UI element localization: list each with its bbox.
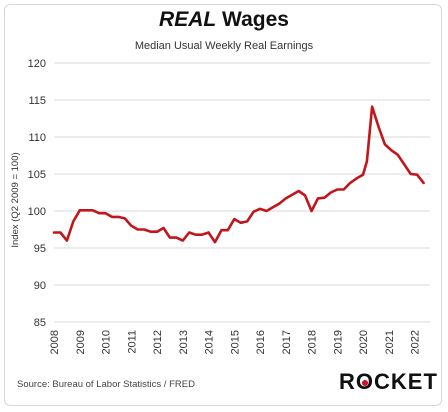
y-tick-label: 115 — [28, 95, 46, 107]
y-tick-label: 100 — [28, 206, 46, 218]
x-tick-label: 2016 — [255, 330, 267, 354]
x-tick-label: 2020 — [358, 330, 370, 354]
logo-o: O — [356, 369, 374, 395]
chart-frame — [4, 4, 442, 406]
source-note: Source: Bureau of Labor Statistics / FRE… — [17, 379, 195, 390]
logo-red-dot — [361, 379, 368, 386]
chart-title: REAL Wages — [0, 8, 448, 32]
logo-text-start: R — [339, 369, 356, 394]
logo-text-end: CKET — [374, 369, 438, 394]
x-tick-label: 2011 — [126, 330, 138, 354]
x-tick-label: 2014 — [204, 330, 216, 354]
y-tick-label: 85 — [34, 317, 46, 329]
x-tick-label: 2019 — [332, 330, 344, 354]
chart-title-emphasis: REAL — [159, 8, 217, 31]
x-tick-label: 2009 — [75, 330, 87, 354]
x-tick-label: 2008 — [49, 330, 61, 354]
y-axis-ticks: 85 90 95 100 105 110 115 120 — [28, 58, 46, 329]
x-tick-label: 2022 — [410, 330, 422, 354]
x-tick-label: 2012 — [152, 330, 164, 354]
chart-title-rest: Wages — [216, 8, 289, 31]
rocket-logo: ROCKET — [339, 369, 438, 395]
y-tick-label: 90 — [34, 280, 46, 292]
y-tick-label: 105 — [28, 169, 46, 181]
x-tick-label: 2013 — [178, 330, 190, 354]
series-group — [52, 105, 425, 244]
y-tick-label: 120 — [28, 58, 46, 70]
x-tick-label: 2015 — [229, 330, 241, 354]
y-tick-label: 110 — [28, 132, 46, 144]
x-tick-label: 2017 — [281, 330, 293, 354]
x-tick-label: 2018 — [307, 330, 319, 354]
chart-subtitle: Median Usual Weekly Real Earnings — [134, 40, 314, 52]
series-line — [52, 105, 425, 244]
x-tick-label: 2021 — [384, 330, 396, 354]
x-tick-label: 2010 — [101, 330, 113, 354]
gridlines — [54, 62, 430, 323]
y-tick-label: 95 — [34, 243, 46, 255]
x-axis-ticks: 2008 2009 2010 2011 2012 2013 2014 2015 2016 2017… — [49, 330, 422, 354]
